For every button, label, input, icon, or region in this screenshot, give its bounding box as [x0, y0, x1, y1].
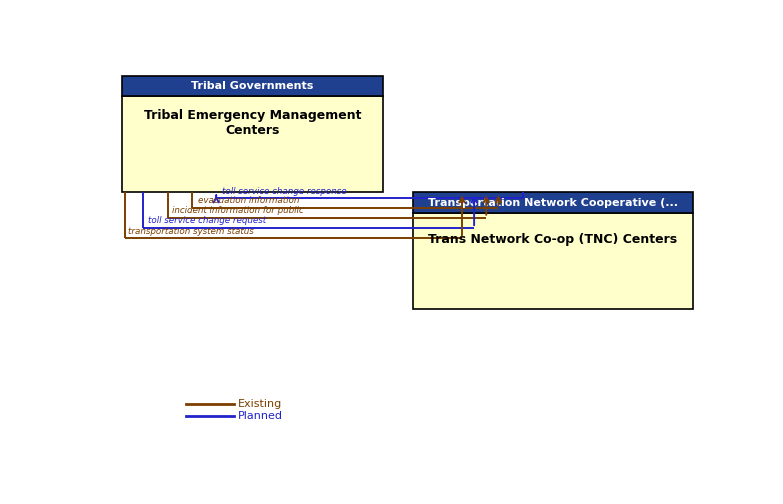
Text: transportation system status: transportation system status	[128, 226, 254, 235]
Text: Existing: Existing	[237, 399, 282, 409]
Bar	[122, 76, 383, 96]
Text: Trans Network Co-op (TNC) Centers: Trans Network Co-op (TNC) Centers	[428, 233, 677, 246]
Text: Transportation Network Cooperative (...: Transportation Network Cooperative (...	[428, 198, 678, 208]
Text: Planned: Planned	[237, 411, 283, 420]
Bar	[413, 213, 693, 309]
Text: toll service change response: toll service change response	[222, 186, 347, 196]
Text: incident information for public: incident information for public	[172, 206, 304, 215]
Text: Tribal Emergency Management
Centers: Tribal Emergency Management Centers	[144, 109, 362, 137]
Text: toll service change request: toll service change request	[148, 216, 265, 225]
Text: Tribal Governments: Tribal Governments	[191, 81, 314, 91]
Text: evacuation information: evacuation information	[198, 196, 299, 205]
Bar	[413, 193, 693, 213]
Bar	[122, 96, 383, 193]
